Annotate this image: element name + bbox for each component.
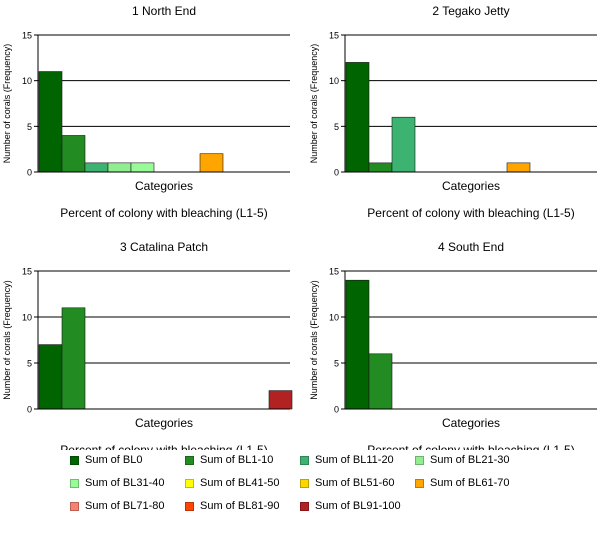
legend-swatch xyxy=(300,501,309,511)
chart-subtitle: Percent of colony with bleaching (L1-5) xyxy=(60,206,267,220)
y-axis-label: Number of corals (Frequency) xyxy=(309,44,319,164)
legend-item: Sum of BL61-70 xyxy=(415,477,510,489)
y-tick-label: 10 xyxy=(22,76,32,86)
y-tick-label: 10 xyxy=(22,313,32,323)
chart-subtitle: Percent of colony with bleaching (L1-5) xyxy=(367,206,574,220)
y-tick-label: 0 xyxy=(27,168,32,178)
chart-title: 1 North End xyxy=(132,4,196,18)
legend-label: Sum of BL21-30 xyxy=(430,454,510,466)
y-tick-label: 15 xyxy=(329,31,339,41)
y-tick-label: 0 xyxy=(334,168,339,178)
bar xyxy=(38,71,63,173)
charts-canvas: 1 North End 0 5 10 15 Number of corals (Frequ… xyxy=(2,4,597,450)
x-axis-label: Categories xyxy=(135,179,193,193)
legend-item: Sum of BL0 xyxy=(70,454,142,466)
y-tick-label: 15 xyxy=(22,31,32,41)
bar xyxy=(84,162,109,173)
legend-item: Sum of BL51-60 xyxy=(300,477,395,489)
chart-subtitle: Percent of colony with bleaching (L1-5) xyxy=(367,443,574,450)
legend-item: Sum of BL1-10 xyxy=(185,454,273,466)
bar xyxy=(368,162,393,173)
legend-item: Sum of BL91-100 xyxy=(300,500,401,512)
legend-label: Sum of BL81-90 xyxy=(200,500,280,512)
legend-swatch xyxy=(300,455,309,465)
chart-title: 4 South End xyxy=(438,240,504,254)
y-tick-label: 5 xyxy=(27,359,32,369)
y-tick-label: 15 xyxy=(22,267,32,277)
legend-label: Sum of BL51-60 xyxy=(315,477,395,489)
legend-swatch xyxy=(70,478,79,488)
y-tick-label: 10 xyxy=(329,76,339,86)
legend-item: Sum of BL31-40 xyxy=(70,477,165,489)
y-tick-label: 5 xyxy=(334,122,339,132)
legend-label: Sum of BL11-20 xyxy=(315,454,394,466)
legend-item: Sum of BL41-50 xyxy=(185,477,280,489)
x-axis-label: Categories xyxy=(135,416,193,430)
y-tick-label: 5 xyxy=(27,122,32,132)
y-axis-label: Number of corals (Frequency) xyxy=(2,44,12,164)
x-axis-label: Categories xyxy=(442,179,500,193)
y-tick-label: 5 xyxy=(334,359,339,369)
y-tick-label: 15 xyxy=(329,267,339,277)
legend-swatch xyxy=(70,455,79,465)
legend-item: Sum of BL81-90 xyxy=(185,500,280,512)
legend-label: Sum of BL1-10 xyxy=(200,454,274,466)
bar xyxy=(61,135,86,173)
legend-label: Sum of BL61-70 xyxy=(430,477,510,489)
legend-item: Sum of BL11-20 xyxy=(300,454,394,466)
bar xyxy=(345,279,370,410)
legend-item: Sum of BL71-80 xyxy=(70,500,165,512)
bar xyxy=(130,162,155,173)
bar xyxy=(368,353,393,410)
y-axis-label: Number of corals (Frequency) xyxy=(2,280,12,400)
bar xyxy=(391,116,416,173)
legend-swatch xyxy=(70,501,79,511)
bar xyxy=(199,153,224,173)
legend-item: Sum of BL21-30 xyxy=(415,454,510,466)
legend-swatch xyxy=(185,501,194,511)
bar xyxy=(345,62,370,173)
y-tick-label: 0 xyxy=(27,405,32,415)
legend-label: Sum of BL41-50 xyxy=(200,477,280,489)
legend-swatch xyxy=(300,478,309,488)
bar xyxy=(506,162,531,173)
chart-title: 2 Tegako Jetty xyxy=(432,4,509,18)
x-axis-label: Categories xyxy=(442,416,500,430)
y-tick-label: 10 xyxy=(329,313,339,323)
bar xyxy=(61,307,86,410)
bar xyxy=(38,344,63,410)
legend-label: Sum of BL91-100 xyxy=(315,500,401,512)
y-axis-label: Number of corals (Frequency) xyxy=(309,280,319,400)
legend-swatch xyxy=(185,478,194,488)
legend-swatch xyxy=(415,478,424,488)
chart-title: 3 Catalina Patch xyxy=(120,240,208,254)
legend-swatch xyxy=(185,455,194,465)
legend-label: Sum of BL31-40 xyxy=(85,477,165,489)
y-tick-label: 0 xyxy=(334,405,339,415)
legend-label: Sum of BL71-80 xyxy=(85,500,165,512)
legend-label: Sum of BL0 xyxy=(85,454,143,466)
bar xyxy=(268,390,293,410)
bar xyxy=(107,162,132,173)
chart-subtitle: Percent of colony with bleaching (L1-5) xyxy=(60,443,267,450)
legend-swatch xyxy=(415,455,424,465)
